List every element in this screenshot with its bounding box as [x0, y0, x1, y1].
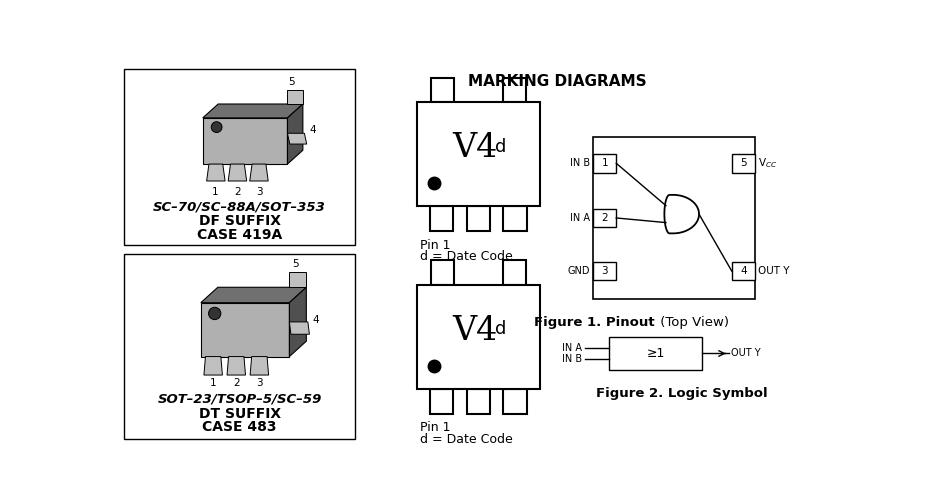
- Bar: [124, 254, 356, 439]
- Bar: [503, 261, 526, 285]
- Polygon shape: [250, 164, 269, 181]
- Polygon shape: [228, 164, 246, 181]
- Text: 1: 1: [601, 158, 608, 168]
- Text: MARKING DIAGRAMS: MARKING DIAGRAMS: [468, 74, 646, 89]
- Circle shape: [211, 122, 222, 132]
- Polygon shape: [287, 133, 307, 144]
- Bar: [503, 78, 526, 103]
- Text: Pin 1: Pin 1: [419, 239, 450, 252]
- Bar: [732, 154, 755, 172]
- Text: d = Date Code: d = Date Code: [419, 433, 513, 446]
- Polygon shape: [201, 287, 307, 303]
- Text: Figure 2. Logic Symbol: Figure 2. Logic Symbol: [596, 387, 768, 400]
- Text: ≥1: ≥1: [646, 347, 665, 360]
- Circle shape: [208, 307, 221, 320]
- Bar: [467, 206, 490, 231]
- Bar: [417, 103, 540, 206]
- Text: 5: 5: [288, 77, 294, 87]
- Text: 2: 2: [234, 187, 241, 197]
- Polygon shape: [250, 357, 269, 375]
- Bar: [609, 337, 702, 370]
- Text: SC–70/SC–88A/SOT–353: SC–70/SC–88A/SOT–353: [154, 200, 326, 213]
- Bar: [431, 261, 454, 285]
- Bar: [732, 262, 755, 281]
- Text: V$_{CC}$: V$_{CC}$: [758, 156, 777, 170]
- Bar: [594, 154, 617, 172]
- Bar: [431, 206, 454, 231]
- Text: 5: 5: [293, 259, 299, 269]
- Text: 3: 3: [257, 187, 263, 197]
- Text: 5: 5: [740, 158, 746, 168]
- Text: CASE 483: CASE 483: [203, 420, 277, 434]
- Polygon shape: [201, 303, 290, 357]
- Text: V4: V4: [452, 132, 497, 164]
- Text: 4: 4: [309, 125, 316, 135]
- Bar: [431, 78, 454, 103]
- Bar: [431, 389, 454, 413]
- Text: d: d: [495, 137, 507, 155]
- Text: OUT Y: OUT Y: [731, 349, 760, 359]
- Polygon shape: [287, 90, 303, 104]
- Text: OUT Y: OUT Y: [758, 266, 790, 276]
- Bar: [417, 285, 540, 389]
- Bar: [594, 137, 755, 299]
- Text: Figure 1. Pinout: Figure 1. Pinout: [534, 316, 655, 329]
- Bar: [594, 209, 617, 227]
- Text: 2: 2: [233, 378, 240, 388]
- Text: DT SUFFIX: DT SUFFIX: [199, 407, 281, 421]
- Text: IN B: IN B: [562, 354, 582, 364]
- Polygon shape: [290, 287, 307, 357]
- Bar: [504, 206, 527, 231]
- Polygon shape: [664, 195, 699, 233]
- Polygon shape: [203, 118, 287, 164]
- Text: 4: 4: [312, 316, 319, 325]
- Polygon shape: [290, 272, 307, 287]
- Bar: [594, 262, 617, 281]
- Text: d = Date Code: d = Date Code: [419, 250, 513, 264]
- Polygon shape: [203, 104, 303, 118]
- Text: CASE 419A: CASE 419A: [197, 228, 282, 242]
- Text: Pin 1: Pin 1: [419, 421, 450, 434]
- Text: DF SUFFIX: DF SUFFIX: [199, 214, 281, 228]
- Text: 1: 1: [210, 378, 217, 388]
- Text: 2: 2: [601, 213, 608, 223]
- Polygon shape: [204, 357, 222, 375]
- Bar: [124, 69, 356, 245]
- Text: GND: GND: [568, 266, 590, 276]
- Text: IN B: IN B: [569, 158, 590, 168]
- Text: 1: 1: [212, 187, 219, 197]
- Polygon shape: [287, 104, 303, 164]
- Text: d: d: [495, 320, 507, 338]
- Polygon shape: [206, 164, 225, 181]
- Text: IN A: IN A: [570, 213, 590, 223]
- Bar: [504, 389, 527, 413]
- Text: V4: V4: [452, 315, 497, 347]
- Text: SOT–23/TSOP–5/SC–59: SOT–23/TSOP–5/SC–59: [157, 393, 322, 406]
- Text: 4: 4: [740, 266, 746, 276]
- Text: IN A: IN A: [562, 343, 582, 353]
- Text: (Top View): (Top View): [657, 316, 730, 329]
- Polygon shape: [227, 357, 245, 375]
- Polygon shape: [290, 322, 309, 334]
- Text: 3: 3: [601, 266, 608, 276]
- Bar: [467, 389, 490, 413]
- Text: 3: 3: [257, 378, 263, 388]
